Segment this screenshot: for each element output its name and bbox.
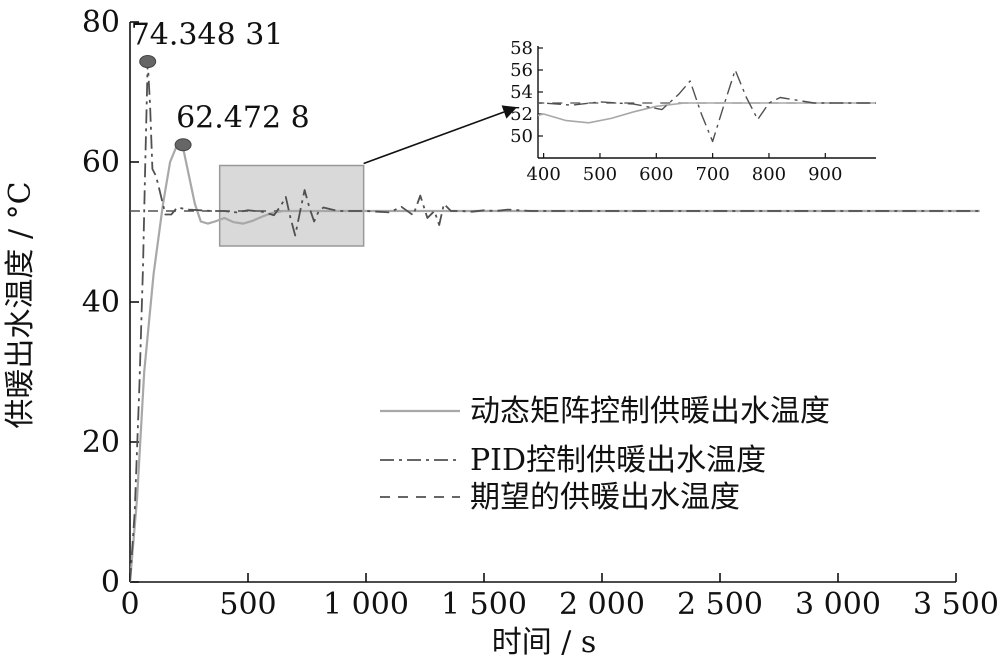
peak-label: 74.348 31 [131, 18, 284, 53]
annotations: 74.348 31 62.472 8 [131, 18, 310, 152]
x-tick-label: 1 000 [323, 587, 409, 622]
peak-marker [139, 55, 157, 69]
peak-label: 62.472 8 [176, 101, 310, 136]
y-tick-label: 60 [82, 145, 120, 180]
inset-y-tick-label: 58 [510, 38, 533, 59]
inset-x-tick-label: 400 [526, 164, 560, 185]
inset-x-tick-label: 500 [583, 164, 617, 185]
inset-x-tick-label: 600 [639, 164, 673, 185]
y-tick-label: 80 [82, 5, 120, 40]
y-tick-label: 20 [82, 425, 120, 460]
x-tick-label: 2 500 [677, 587, 763, 622]
main-axes: 0 500 1 000 1 500 2 000 2 500 3 000 3 500 0 20 40 6… [82, 5, 999, 622]
x-tick-label: 500 [219, 587, 276, 622]
inset-x-tick-label: 700 [695, 164, 729, 185]
inset-series-group [538, 69, 876, 143]
inset-pid-line [538, 69, 876, 143]
main-series-group [130, 60, 980, 582]
inset-dmc-line [538, 102, 876, 124]
inset-background [538, 46, 876, 158]
y-tick-label: 0 [101, 565, 120, 600]
series-dmc-line [130, 143, 980, 582]
legend-label: 动态矩阵控制供暖出水温度 [470, 394, 830, 429]
zoom-rectangle [218, 164, 365, 247]
inset-x-tick-label: 900 [808, 164, 842, 185]
series-pid-line [130, 60, 980, 582]
x-tick-label: 3 500 [913, 587, 999, 622]
x-tick-label: 0 [120, 587, 139, 622]
y-axis-label: 供暖出水温度 / °C [3, 181, 38, 428]
x-tick-label: 1 500 [441, 587, 527, 622]
zoom-arrow-line [363, 111, 505, 165]
inset-y-tick-label: 50 [510, 126, 533, 147]
inset-x-tick-label: 800 [752, 164, 786, 185]
inset-y-tick-label: 52 [510, 104, 533, 125]
x-tick-label: 3 000 [795, 587, 881, 622]
y-tick-label: 40 [82, 285, 120, 320]
legend-label: 期望的供暖出水温度 [470, 480, 740, 515]
zoom-region [218, 164, 365, 247]
x-axis-label: 时间 / s [492, 625, 597, 660]
x-tick-label: 2 000 [559, 587, 645, 622]
zoom-arrow-head [501, 105, 518, 119]
peak-marker [174, 138, 192, 152]
inset-y-tick-label: 56 [510, 60, 533, 81]
inset-y-tick-label: 54 [510, 82, 533, 103]
legend-label: PID控制供暖出水温度 [470, 443, 766, 478]
